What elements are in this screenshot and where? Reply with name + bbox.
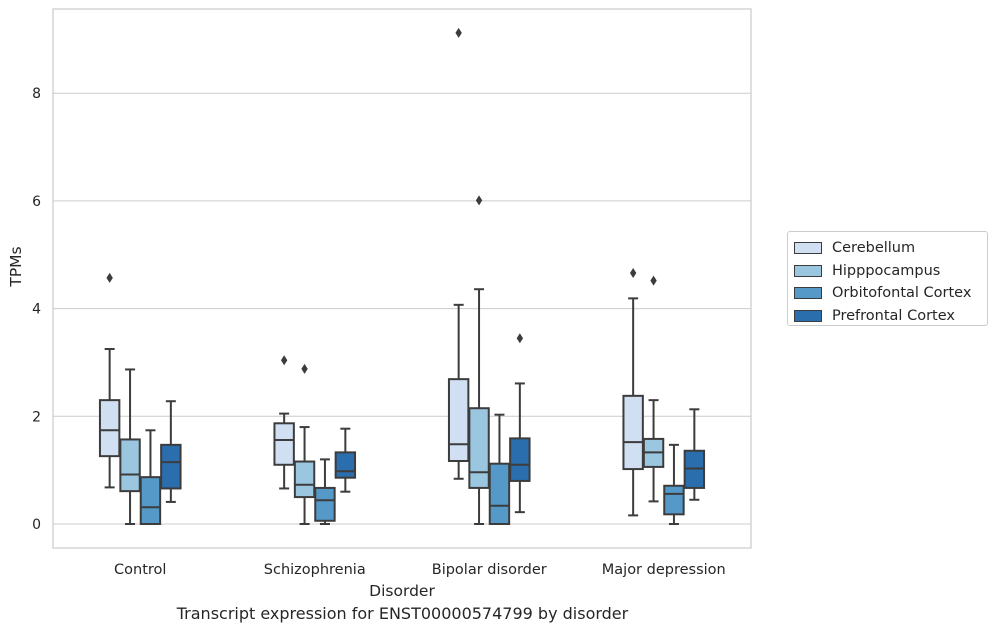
box-iqr	[273, 422, 295, 466]
legend-label: Prefrontal Cortex	[832, 307, 955, 324]
outlier-point	[516, 333, 524, 344]
box-iqr	[447, 378, 470, 462]
box-iqr	[293, 460, 316, 499]
box-iqr	[160, 443, 182, 490]
legend-swatch	[794, 309, 822, 322]
x-tick-label: Major depression	[602, 562, 726, 578]
box-iqr	[663, 484, 685, 516]
plot-frame	[52, 8, 752, 549]
y-tick-label: 6	[32, 194, 41, 210]
legend-swatch	[794, 242, 822, 255]
legend-swatch	[794, 287, 822, 300]
legend-label: Hipppocampus	[832, 262, 941, 279]
box-iqr	[509, 437, 531, 482]
outlier-point	[629, 268, 637, 279]
legend-item: Orbitofontal Cortex	[794, 282, 987, 305]
box-iqr	[98, 399, 121, 458]
outlier-point	[280, 355, 288, 366]
outlier-point	[455, 27, 462, 38]
outlier-point	[301, 363, 308, 374]
y-tick-label: 2	[32, 409, 41, 425]
y-tick-label: 0	[32, 517, 41, 533]
outlier-point	[106, 272, 113, 283]
x-tick-label: Bipolar disorder	[432, 562, 547, 578]
legend: Cerebellum Hipppocampus Orbitofontal Corte…	[787, 231, 988, 326]
legend-item: Prefrontal Cortex	[794, 305, 987, 328]
outlier-point	[650, 275, 657, 286]
box-iqr	[119, 438, 141, 493]
box-iqr	[139, 476, 162, 526]
y-tick-label: 4	[32, 302, 41, 318]
legend-item: Cerebellum	[794, 237, 987, 260]
outlier-point	[475, 195, 483, 206]
x-tick-label: Control	[114, 562, 166, 578]
legend-label: Orbitofontal Cortex	[832, 285, 972, 302]
y-axis-label: TPMs	[7, 246, 25, 287]
x-axis-label: Disorder	[369, 582, 435, 600]
box-iqr	[468, 407, 490, 489]
box-iqr	[622, 394, 644, 471]
chart-title: Transcript expression for ENST0000057479…	[176, 604, 629, 623]
box-iqr	[334, 451, 357, 479]
y-tick-label: 8	[32, 86, 41, 102]
box-iqr	[488, 462, 511, 525]
x-tick-label: Schizophrenia	[264, 562, 366, 578]
legend-swatch	[794, 264, 822, 277]
legend-item: Hipppocampus	[794, 260, 987, 283]
legend-label: Cerebellum	[832, 240, 916, 257]
box-iqr	[314, 486, 336, 522]
